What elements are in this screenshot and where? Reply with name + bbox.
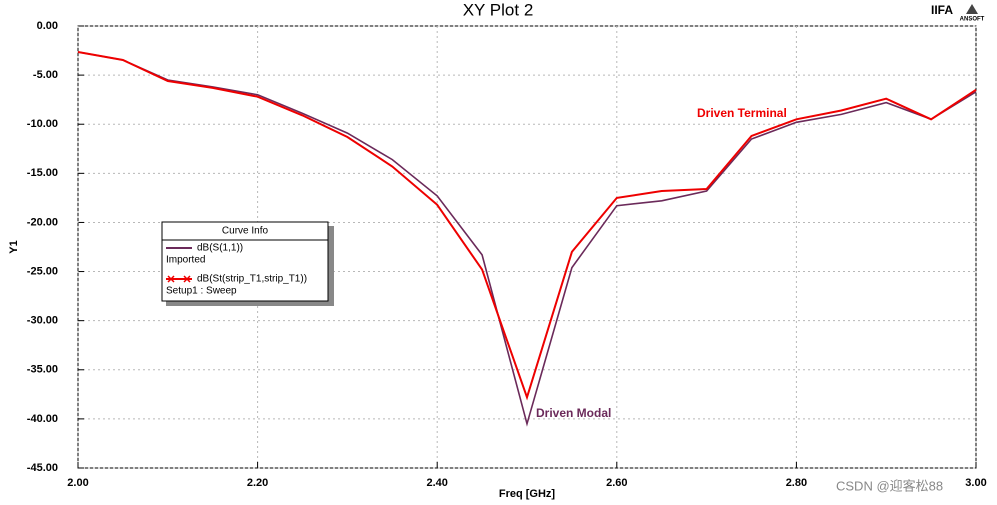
y-tick-label: -25.00 bbox=[27, 265, 58, 277]
x-axis-label: Freq [GHz] bbox=[499, 488, 556, 500]
y-tick-label: -10.00 bbox=[27, 118, 58, 130]
logo-icon bbox=[966, 4, 978, 14]
y-axis-label: Y1 bbox=[8, 240, 20, 253]
y-tick-label: -45.00 bbox=[27, 462, 58, 474]
legend: Curve Info dB(S(1,1)) Imported dB(St(str… bbox=[161, 221, 334, 306]
legend-entry: dB(St(strip_T1,strip_T1)) bbox=[197, 274, 307, 285]
series-line bbox=[77, 51, 977, 427]
legend-source: Setup1 : Sweep bbox=[166, 286, 237, 297]
y-tick-label: 0.00 bbox=[37, 20, 58, 32]
x-tick-label: 2.80 bbox=[786, 477, 807, 489]
y-tick-label: -40.00 bbox=[27, 413, 58, 425]
annotation: Driven Modal bbox=[536, 406, 611, 420]
series-line bbox=[77, 51, 977, 401]
logo: ANSOFT bbox=[960, 17, 985, 23]
legend-marker bbox=[167, 275, 191, 283]
brand: IIFA bbox=[931, 3, 953, 17]
y-tick-label: -30.00 bbox=[27, 315, 58, 327]
legend-source: Imported bbox=[166, 255, 205, 266]
x-tick-label: 2.40 bbox=[426, 477, 447, 489]
y-tick-label: -15.00 bbox=[27, 167, 58, 179]
legend-title: Curve Info bbox=[222, 226, 269, 237]
y-tick-label: -35.00 bbox=[27, 364, 58, 376]
x-tick-label: 2.20 bbox=[247, 477, 268, 489]
y-tick-label: -5.00 bbox=[33, 69, 58, 81]
legend-entry: dB(S(1,1)) bbox=[197, 243, 243, 254]
y-tick-label: -20.00 bbox=[27, 216, 58, 228]
watermark: CSDN @迎客松88 bbox=[836, 478, 943, 493]
x-tick-label: 2.00 bbox=[67, 477, 88, 489]
chart-title: XY Plot 2 bbox=[463, 0, 534, 19]
annotation: Driven Terminal bbox=[697, 106, 787, 120]
legend-box bbox=[161, 221, 329, 302]
x-tick-label: 3.00 bbox=[965, 477, 986, 489]
x-tick-label: 2.60 bbox=[606, 477, 627, 489]
